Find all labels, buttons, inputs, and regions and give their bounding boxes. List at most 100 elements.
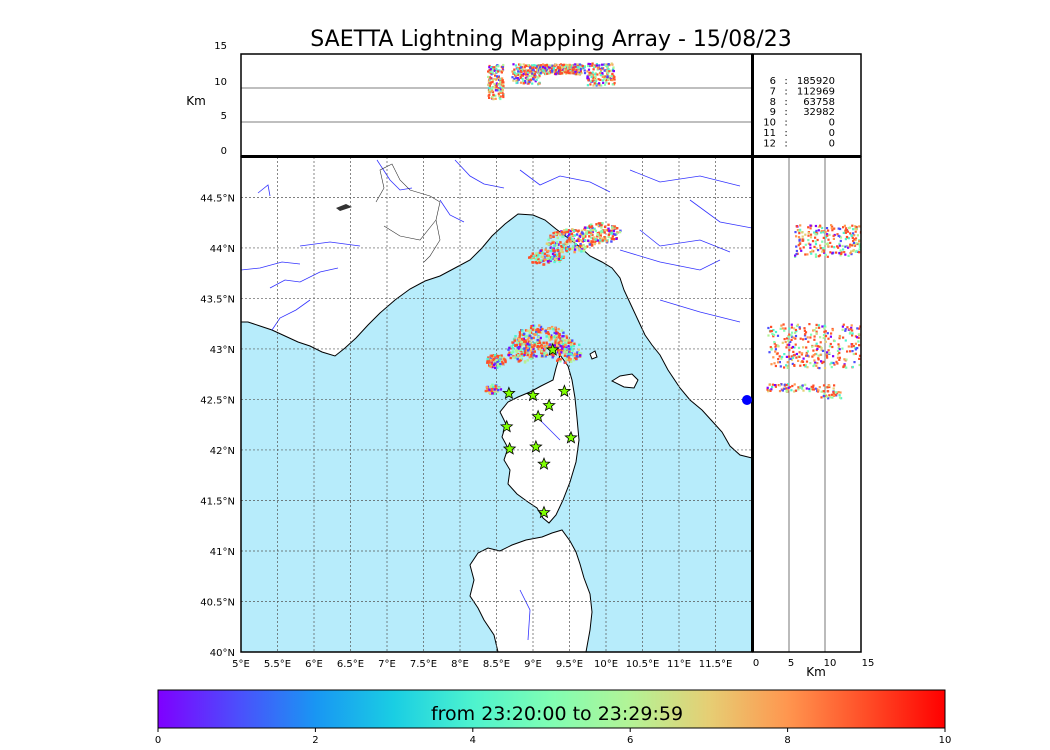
lightning-source [547,254,550,258]
lightning-source [559,250,562,253]
lightning-source [794,331,797,334]
lightning-source [611,227,614,231]
lightning-source [841,328,844,331]
lightning-source [519,343,522,346]
lightning-source [489,78,492,81]
lightning-source [788,343,791,346]
lightning-source [531,74,534,77]
lightning-source [595,63,598,66]
lightning-source [591,226,594,230]
lightning-source [816,362,819,365]
lightning-source [838,244,841,247]
lightning-source [567,341,570,345]
lightning-source [559,67,562,70]
lightning-source [489,77,492,80]
lightning-source [486,357,489,361]
latitude-labels: 40°N 40.5°N 41°N 41.5°N 42°N 42.5°N 43°N 43.5°N… [200,193,235,659]
lightning-source [810,333,813,336]
lightning-source [811,345,814,348]
lightning-source [513,77,516,80]
lightning-source [563,231,566,234]
lightning-source [497,78,501,81]
lightning-source [798,355,801,358]
lightning-source [583,239,587,242]
lightning-source [847,237,850,240]
lightning-source [562,255,566,258]
lightning-source [603,231,606,234]
lightning-source [588,225,591,228]
lightning-source [499,77,502,80]
lightning-source [553,331,556,335]
lightning-source [589,229,592,232]
lightning-source [516,68,519,71]
lightning-source [783,338,786,341]
colorbar-tick: 8 [784,735,790,746]
legend-count: 0 [829,138,835,149]
lightning-source [605,79,608,82]
lightning-source [487,94,490,97]
lightning-source [534,70,537,73]
lightning-source [809,362,812,365]
lightning-source [862,227,864,229]
lightning-source [577,73,580,76]
lightning-source [802,338,805,341]
lightning-source [599,222,602,225]
lightning-source [846,350,849,353]
lightning-source [613,225,616,228]
lightning-source [537,71,540,74]
lightning-source [794,231,797,234]
lightning-source [844,229,847,232]
lightning-source [853,243,856,246]
lightning-source [593,227,596,231]
lightning-source [559,233,562,237]
lightning-source [801,231,804,234]
lightning-source [847,345,850,348]
lightning-source [807,355,810,358]
lightning-source [851,343,854,346]
lightning-source [543,252,547,255]
lightning-source [545,335,548,338]
lightning-source [575,72,578,76]
lightning-source [778,390,782,393]
lightning-source [846,326,849,329]
lightning-source [536,65,539,68]
lightning-source [818,367,821,370]
lightning-source [568,72,571,75]
lightning-source [556,72,559,75]
lightning-source [531,324,535,328]
lightning-source [844,339,847,342]
lightning-source [511,341,514,344]
lightning-source [544,351,548,355]
lightning-source [593,65,596,68]
colorbar-tick: 4 [470,735,476,746]
lightning-source [560,63,563,66]
lightning-source [492,93,495,97]
lightning-source [487,75,490,78]
lightning-source [491,68,494,71]
lightning-source [563,350,566,353]
lightning-source [808,387,811,391]
lightning-source [501,86,504,89]
lightning-source [523,351,527,355]
lightning-source [858,363,861,367]
lightning-source [788,327,791,330]
lightning-source [843,251,846,254]
lightning-source [568,350,571,353]
lightning-source [520,333,523,337]
lightning-source [544,65,547,68]
lightning-source [850,234,853,237]
colorbar-tick: 0 [155,735,161,746]
lon-label: 6°E [305,659,323,670]
lightning-source [837,234,840,237]
lightning-source [534,64,537,67]
lightning-source [801,235,804,238]
lightning-source [519,63,522,66]
lightning-source [767,390,770,393]
lightning-source [825,354,829,357]
lightning-source [587,79,590,82]
lightning-source [828,385,831,389]
lightning-source [791,331,794,334]
lightning-source [524,335,527,338]
lightning-source [530,79,533,82]
